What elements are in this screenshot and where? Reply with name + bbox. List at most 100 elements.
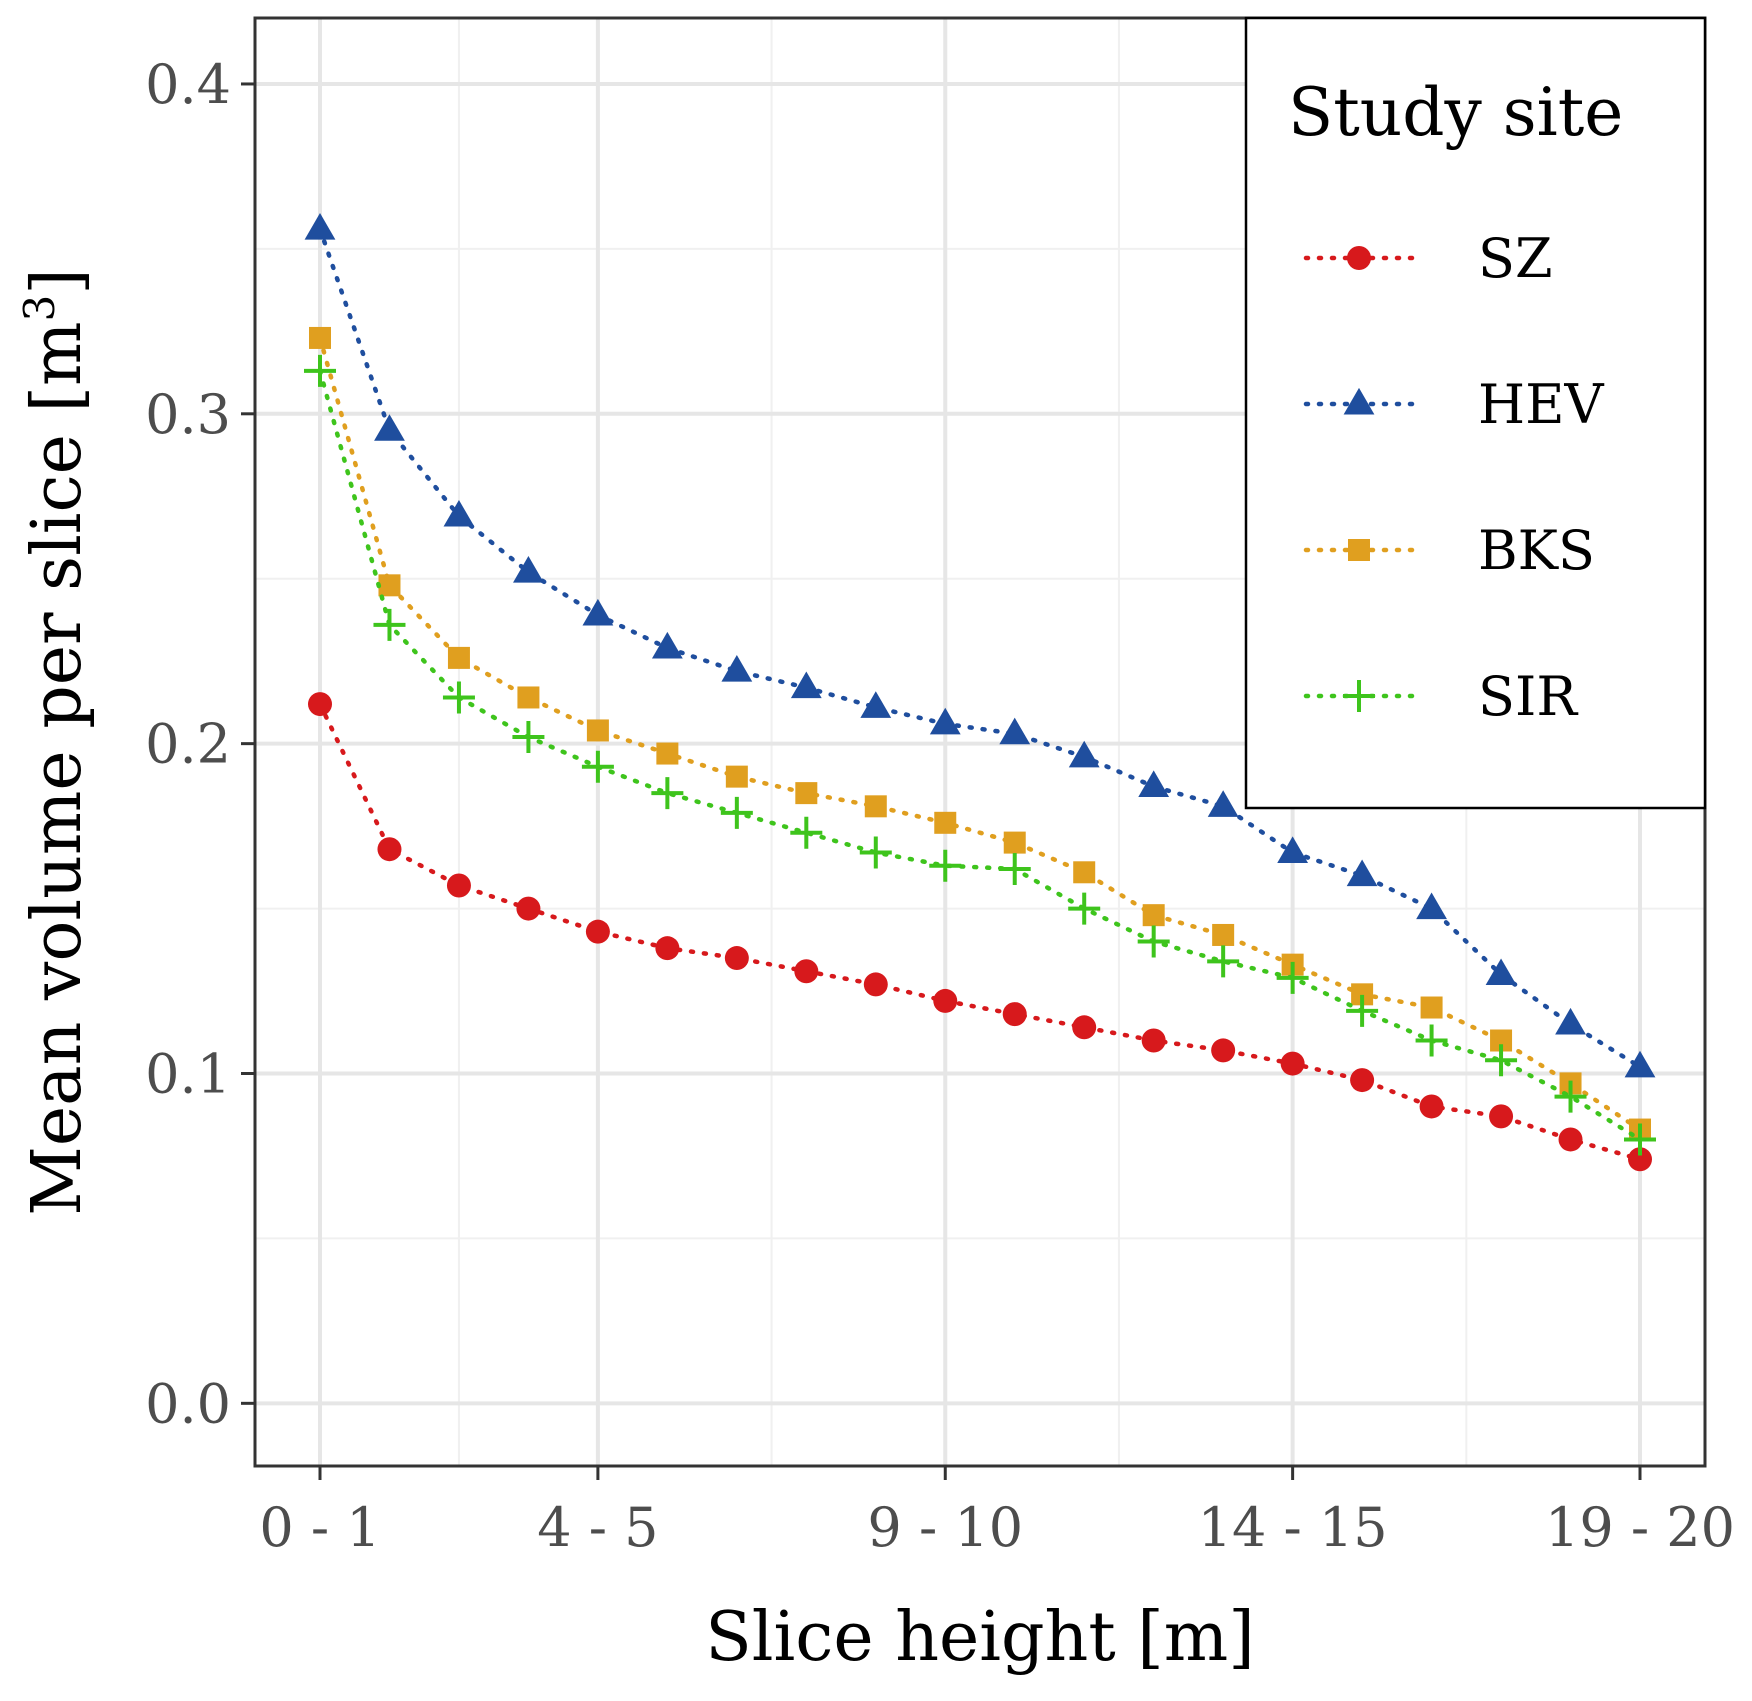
data-point-hev bbox=[860, 691, 892, 718]
data-point-bks bbox=[795, 782, 818, 805]
data-point-bks bbox=[1420, 996, 1443, 1019]
data-point-hev bbox=[513, 556, 544, 583]
data-point-sir bbox=[720, 796, 753, 829]
data-point-hev bbox=[1485, 958, 1517, 986]
data-point-sir bbox=[373, 608, 406, 641]
y-tick-label: 0.4 bbox=[145, 53, 231, 116]
data-point-sz bbox=[863, 972, 888, 997]
legend-marker-bks bbox=[1348, 539, 1370, 561]
legend-marker-sz bbox=[1347, 246, 1371, 270]
data-point-hev bbox=[721, 654, 753, 682]
data-point-sz bbox=[446, 873, 471, 898]
data-point-sz bbox=[1002, 1002, 1027, 1027]
data-point-sz bbox=[724, 946, 749, 971]
data-point-sir bbox=[1276, 961, 1309, 994]
data-point-hev bbox=[1416, 892, 1447, 920]
data-point-sir bbox=[1207, 945, 1240, 978]
series-layer bbox=[304, 212, 1656, 1172]
data-point-hev bbox=[1207, 790, 1239, 817]
data-point-hev bbox=[1277, 836, 1309, 863]
data-point-bks bbox=[1073, 861, 1096, 884]
data-point-hev bbox=[790, 671, 822, 699]
series-sz bbox=[308, 692, 1652, 1172]
data-point-sz bbox=[1558, 1127, 1583, 1152]
data-point-bks bbox=[378, 574, 401, 597]
data-point-sir bbox=[1068, 892, 1101, 925]
data-point-sir bbox=[1346, 994, 1379, 1027]
data-point-bks bbox=[309, 326, 331, 349]
data-point-sir bbox=[581, 750, 614, 783]
data-point-hev bbox=[1346, 859, 1378, 887]
data-point-hev bbox=[1138, 770, 1170, 798]
series-bks bbox=[309, 326, 1651, 1141]
data-point-sz bbox=[1211, 1038, 1236, 1063]
legend-box bbox=[1244, 16, 1707, 810]
y-tick-label: 0.0 bbox=[145, 1372, 231, 1435]
data-point-sz bbox=[516, 896, 541, 921]
data-point-hev bbox=[929, 707, 961, 735]
data-point-hev bbox=[374, 414, 405, 441]
data-point-bks bbox=[586, 719, 609, 742]
data-point-sz bbox=[1489, 1104, 1514, 1129]
data-point-sz bbox=[377, 837, 402, 862]
y-tick-label: 0.2 bbox=[145, 713, 231, 776]
legend-item-sir: SIR bbox=[1303, 665, 1578, 728]
data-point-sir bbox=[1485, 1044, 1518, 1077]
data-point-bks bbox=[864, 795, 887, 818]
axes: 0.0 0.1 0.2 0.3 0.4 0 - 1 4 - 5 9 - 10 14 - 15 19… bbox=[145, 53, 1735, 1559]
legend-items: SZ HEV BKS SIR bbox=[1303, 227, 1605, 728]
data-point-sir bbox=[790, 816, 823, 849]
data-point-bks bbox=[656, 742, 679, 765]
y-axis-title-superscript: 3 bbox=[15, 295, 64, 322]
data-point-sz bbox=[1419, 1094, 1444, 1119]
legend-item-hev: HEV bbox=[1303, 373, 1605, 436]
legend-item-sz: SZ bbox=[1303, 227, 1553, 290]
data-point-hev bbox=[651, 631, 683, 659]
legend-marker-sir bbox=[1343, 680, 1375, 712]
data-point-bks bbox=[517, 686, 540, 709]
data-point-sir bbox=[1624, 1123, 1656, 1156]
y-tick-label: 0.3 bbox=[145, 383, 231, 446]
data-point-sir bbox=[1415, 1024, 1448, 1057]
data-point-hev bbox=[443, 499, 475, 527]
legend-label-sir: SIR bbox=[1478, 665, 1578, 728]
data-point-sir bbox=[1554, 1080, 1587, 1113]
data-point-bks bbox=[934, 811, 957, 834]
data-point-sir bbox=[651, 777, 684, 810]
data-point-sir bbox=[442, 681, 475, 714]
legend-label-bks: BKS bbox=[1478, 519, 1595, 582]
data-point-sz bbox=[794, 959, 819, 984]
data-point-bks bbox=[447, 646, 470, 669]
data-point-bks bbox=[1003, 831, 1026, 854]
x-tick-label: 4 - 5 bbox=[537, 1496, 658, 1559]
data-point-bks bbox=[1142, 904, 1165, 927]
data-point-sz bbox=[655, 936, 680, 961]
data-point-hev bbox=[1624, 1050, 1656, 1078]
legend-item-bks: BKS bbox=[1303, 519, 1595, 582]
data-point-hev bbox=[582, 598, 614, 626]
series-line-sir bbox=[317, 368, 1643, 1142]
series-hev bbox=[304, 212, 1656, 1078]
x-tick-label: 19 - 20 bbox=[1545, 1496, 1735, 1559]
data-point-bks bbox=[1490, 1029, 1513, 1052]
series-sir bbox=[304, 354, 1656, 1156]
data-point-sir bbox=[929, 849, 962, 882]
data-point-sir bbox=[512, 721, 545, 754]
data-point-sz bbox=[1350, 1068, 1375, 1093]
data-point-sir bbox=[1137, 925, 1170, 958]
y-tick-label: 0.1 bbox=[145, 1042, 231, 1105]
data-point-hev bbox=[1555, 1007, 1586, 1035]
data-point-bks bbox=[725, 765, 748, 788]
y-axis-title-main: Mean volume per slice [m bbox=[18, 321, 97, 1215]
data-point-sz bbox=[308, 692, 332, 717]
data-point-hev bbox=[1068, 740, 1100, 768]
series-line-sz bbox=[317, 701, 1643, 1162]
data-point-sz bbox=[585, 919, 610, 944]
legend-label-sz: SZ bbox=[1478, 227, 1553, 290]
x-tick-label: 14 - 15 bbox=[1198, 1496, 1388, 1559]
y-axis-title-end: ] bbox=[18, 268, 97, 295]
data-point-sz bbox=[933, 988, 958, 1013]
legend-label-hev: HEV bbox=[1478, 373, 1605, 436]
data-point-bks bbox=[1351, 983, 1374, 1006]
